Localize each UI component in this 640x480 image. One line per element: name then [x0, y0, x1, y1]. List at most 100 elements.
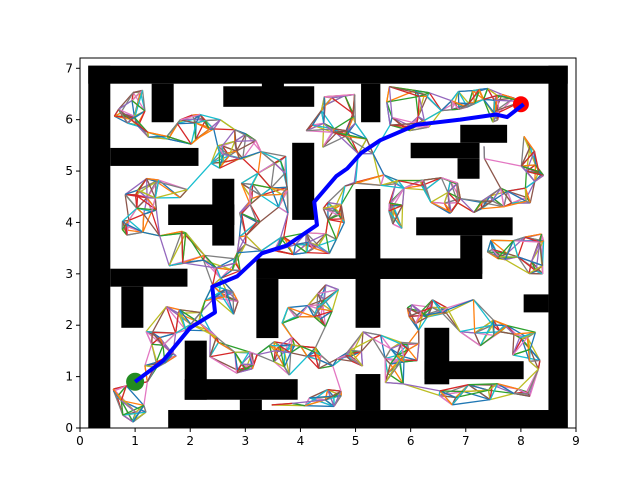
- roadmap-edge: [504, 324, 515, 335]
- roadmap-edge: [322, 208, 329, 220]
- roadmap-edge: [241, 172, 259, 184]
- roadmap-edge: [527, 368, 539, 394]
- roadmap-edge: [293, 251, 307, 256]
- roadmap-edge: [313, 347, 317, 353]
- roadmap-edge: [113, 108, 120, 117]
- roadmap-edge: [474, 98, 484, 105]
- roadmap-edge: [517, 256, 543, 267]
- roadmap-edge: [220, 269, 233, 279]
- roadmap-edge: [490, 240, 493, 250]
- roadmap-edge: [482, 88, 489, 100]
- roadmap-edge: [124, 189, 139, 196]
- roadmap-edge: [322, 132, 337, 148]
- roadmap-edge: [307, 351, 315, 357]
- roadmap-edge: [325, 284, 339, 291]
- roadmap-edge: [384, 359, 400, 383]
- maze-wall: [184, 379, 298, 400]
- roadmap-edge: [513, 240, 540, 243]
- roadmap-edge: [314, 326, 326, 348]
- roadmap-edge: [279, 336, 293, 347]
- roadmap-edge: [504, 240, 514, 260]
- roadmap-edge: [240, 183, 251, 205]
- roadmap-edge: [384, 358, 391, 365]
- roadmap-edge: [517, 388, 529, 395]
- roadmap-edge: [346, 130, 367, 140]
- roadmap-edge: [218, 341, 250, 353]
- roadmap-edge: [122, 414, 134, 423]
- roadmap-edge: [346, 122, 356, 132]
- roadmap-edge: [142, 211, 153, 233]
- x-tick-label: 0: [76, 434, 84, 448]
- roadmap-edge: [460, 197, 482, 202]
- roadmap-edge: [275, 350, 291, 354]
- maze-wall: [523, 294, 549, 313]
- roadmap-edge: [113, 385, 127, 392]
- roadmap-edge: [474, 89, 480, 104]
- roadmap-edge: [389, 86, 425, 96]
- roadmap-edge: [447, 180, 451, 193]
- roadmap-edge: [421, 299, 433, 316]
- roadmap-edge: [300, 345, 316, 349]
- roadmap-edge: [270, 187, 283, 195]
- roadmap-edge: [468, 90, 474, 104]
- y-axis: 0 1 2 3 4 5 6 7: [65, 61, 80, 435]
- roadmap-edge: [202, 255, 206, 261]
- roadmap-edge: [415, 89, 430, 94]
- roadmap-edge: [325, 219, 329, 234]
- roadmap-edge: [292, 244, 297, 255]
- roadmap-edge: [482, 99, 494, 123]
- roadmap-edge: [242, 158, 259, 174]
- roadmap-edge: [239, 235, 247, 238]
- roadmap-edge: [323, 96, 325, 124]
- roadmap-edge: [468, 383, 498, 386]
- roadmap-edge: [392, 223, 403, 229]
- roadmap-edge: [319, 304, 324, 320]
- roadmap-edge: [306, 355, 320, 369]
- roadmap-edge: [322, 304, 333, 312]
- roadmap-edge: [145, 331, 153, 345]
- roadmap-edge: [143, 209, 157, 215]
- roadmap-edge: [316, 293, 319, 309]
- roadmap-edge: [270, 162, 276, 189]
- roadmap-edge: [134, 90, 144, 118]
- roadmap-edge: [162, 332, 177, 346]
- roadmap-edge: [386, 89, 416, 103]
- roadmap-edge: [415, 316, 428, 325]
- roadmap-edge: [488, 383, 498, 391]
- roadmap-edge: [195, 119, 206, 124]
- roadmap-edge: [380, 174, 385, 186]
- roadmap-edge: [390, 343, 402, 350]
- roadmap-edge: [388, 203, 391, 212]
- roadmap-edge: [440, 100, 452, 112]
- roadmap-edge: [249, 204, 258, 223]
- roadmap-edge: [519, 331, 536, 339]
- roadmap-edge: [506, 236, 526, 254]
- roadmap-edge: [295, 241, 309, 246]
- roadmap-edge: [344, 133, 367, 140]
- roadmap-edge: [460, 331, 475, 334]
- roadmap-edge: [291, 343, 301, 347]
- roadmap-edge: [530, 241, 541, 262]
- roadmap-edge: [320, 354, 334, 367]
- roadmap-edge: [137, 189, 156, 199]
- roadmap-edge: [336, 354, 346, 360]
- roadmap-edge: [287, 304, 309, 309]
- roadmap-edge: [487, 251, 500, 258]
- roadmap-edge: [168, 232, 187, 267]
- roadmap-edge: [260, 194, 280, 208]
- roadmap-edge: [142, 231, 160, 237]
- maze-wall: [110, 147, 199, 166]
- roadmap-edge: [420, 311, 428, 318]
- roadmap-edge: [333, 185, 346, 210]
- roadmap-edge: [239, 221, 258, 238]
- roadmap-edge: [523, 136, 537, 166]
- roadmap-edge: [306, 122, 325, 132]
- roadmap-edge: [327, 218, 342, 221]
- roadmap-edge: [526, 164, 536, 172]
- roadmap-edge: [146, 330, 153, 334]
- x-tick-label: 6: [407, 434, 415, 448]
- roadmap-edge: [260, 151, 281, 162]
- maze-wall: [410, 142, 480, 159]
- roadmap-edge: [141, 90, 146, 112]
- roadmap-edge: [408, 343, 420, 351]
